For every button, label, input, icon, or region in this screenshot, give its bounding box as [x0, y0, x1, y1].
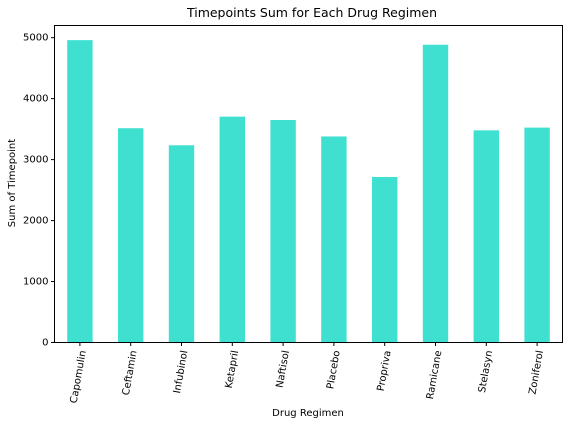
y-tick-label: 4000	[23, 94, 48, 105]
y-tick-label: 1000	[23, 277, 48, 288]
x-tick-label: Propriva	[376, 350, 394, 392]
y-tick-label: 2000	[23, 216, 48, 227]
x-tick-label: Stelasyn	[477, 350, 495, 394]
bar-propriva	[372, 176, 398, 343]
plot-area	[67, 40, 550, 343]
x-tick-label: Naftisol	[275, 350, 292, 389]
bar-stelasyn	[473, 130, 499, 343]
bar-ceftamin	[118, 128, 144, 343]
plot-frame	[54, 25, 563, 343]
y-axis-label: Sum of Timepoint	[7, 139, 18, 227]
bar-capomulin	[67, 40, 93, 343]
x-tick-label: Zoniferol	[527, 350, 546, 396]
y-tick-label: 0	[42, 338, 48, 349]
x-tick-label: Ceftamin	[121, 350, 140, 397]
y-axis-ticks: 0 1000 2000 3000 4000 5000	[23, 33, 55, 349]
x-tick-label: Ramicane	[425, 350, 444, 401]
x-tick-label: Capomulin	[69, 350, 89, 405]
x-tick-label: Ketapril	[224, 350, 241, 390]
bar-infubinol	[168, 145, 195, 343]
bar-zoniferol	[524, 127, 550, 343]
x-tick-label: Placebo	[325, 350, 343, 390]
y-tick-label: 3000	[23, 155, 48, 166]
chart-title: Timepoints Sum for Each Drug Regimen	[186, 5, 437, 20]
x-axis-ticks: Capomulin Ceftamin Infubinol Ketapril Naftis…	[69, 342, 546, 405]
y-tick-label: 5000	[23, 33, 48, 44]
x-axis-label: Drug Regimen	[272, 408, 344, 419]
bar-ramicane	[422, 44, 449, 343]
bar-placebo	[321, 136, 347, 343]
bar-ketapril	[219, 116, 245, 343]
bar-naftisol	[270, 119, 296, 343]
x-tick-label: Infubinol	[172, 350, 190, 395]
